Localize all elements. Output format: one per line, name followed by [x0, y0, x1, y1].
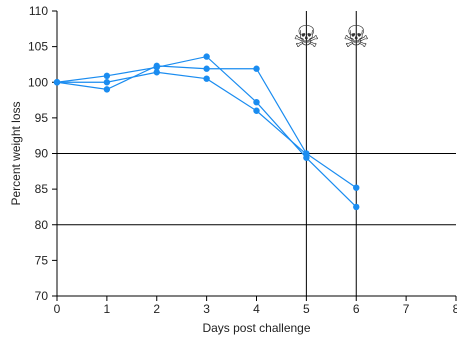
series-line-3	[57, 71, 307, 155]
y-tick-label-105: 105	[28, 40, 48, 54]
data-point	[253, 99, 260, 106]
data-point	[353, 203, 360, 211]
x-axis-title: Days post challenge	[202, 321, 310, 335]
y-tick-label-100: 100	[28, 75, 48, 89]
data-point	[203, 65, 210, 72]
y-tick-label-80: 80	[35, 218, 49, 232]
y-tick-label-85: 85	[35, 182, 49, 196]
data-point	[53, 79, 61, 86]
x-tick-label-7: 7	[403, 302, 410, 316]
skull-and-crossbones-icon: ☠	[293, 20, 320, 55]
data-point	[253, 65, 260, 72]
y-tick-label-70: 70	[35, 289, 49, 303]
series-line-2	[56, 65, 357, 189]
death-markers: ☠ ☠	[293, 20, 370, 55]
data-point	[153, 62, 160, 70]
data-point	[353, 184, 360, 191]
reference-lines	[57, 11, 456, 296]
y-tick-label-90: 90	[35, 147, 49, 161]
y-axis-title: Percent weight loss	[9, 101, 23, 205]
x-tick-label-4: 4	[253, 302, 260, 316]
data-point	[103, 79, 111, 86]
x-tick-label-8: 8	[453, 302, 457, 316]
y-tick-label-110: 110	[29, 4, 48, 18]
data-point	[253, 107, 260, 114]
data-point	[103, 86, 111, 93]
data-point	[103, 72, 111, 80]
data-point	[153, 69, 160, 76]
skull-and-crossbones-icon: ☠	[343, 20, 370, 55]
x-tick-label-1: 1	[104, 302, 111, 316]
axes: 70 75 80 85 90 95 100 105 110 0 1 2 3 4 5 6 7 8	[28, 4, 457, 316]
x-tick-label-5: 5	[303, 302, 310, 316]
x-tick-label-0: 0	[54, 302, 61, 316]
x-tick-label-3: 3	[203, 302, 210, 316]
series-group	[53, 53, 360, 211]
data-point	[203, 75, 210, 82]
x-tick-label-6: 6	[353, 302, 360, 316]
data-point	[203, 53, 210, 60]
data-point	[303, 151, 310, 158]
y-tick-label-95: 95	[35, 111, 49, 125]
x-tick-label-2: 2	[153, 302, 160, 316]
y-tick-label-75: 75	[35, 253, 49, 267]
